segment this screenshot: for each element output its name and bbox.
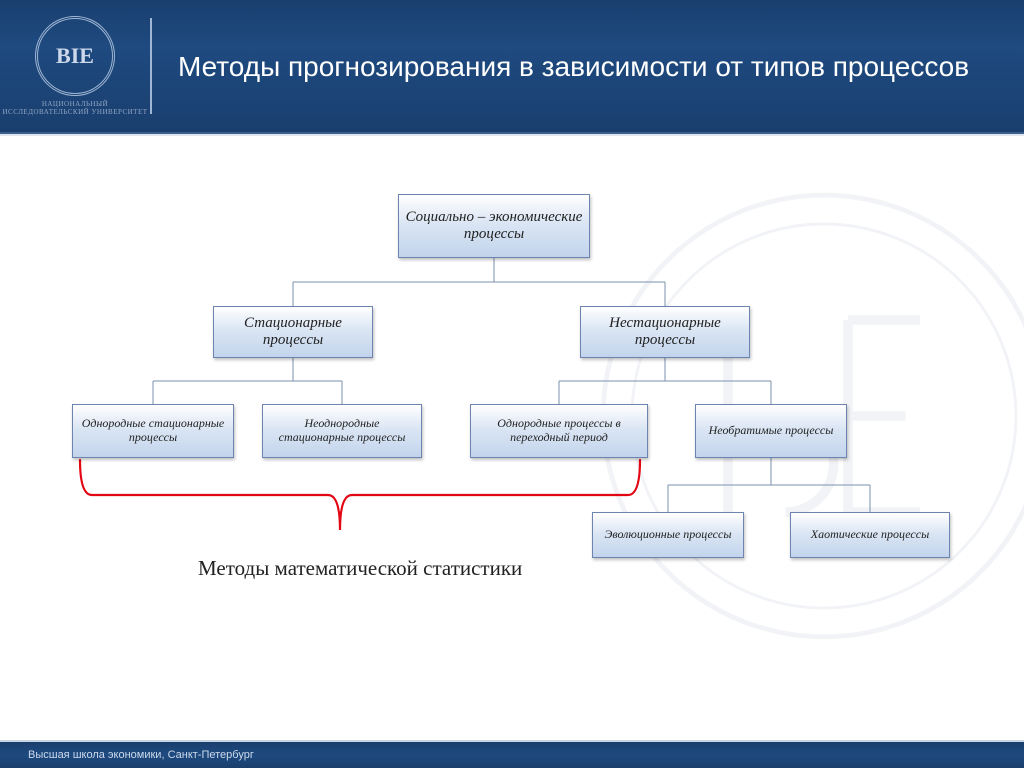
logo-letters: BIE bbox=[56, 43, 94, 69]
node-stat: Стационарные процессы bbox=[213, 306, 373, 358]
header-bar: BIE НАЦИОНАЛЬНЫЙ ИССЛЕДОВАТЕЛЬСКИЙ УНИВЕ… bbox=[0, 0, 1024, 132]
node-irrev: Необратимые процессы bbox=[695, 404, 847, 458]
node-hom: Однородные стационарные процессы bbox=[72, 404, 234, 458]
node-chaos: Хаотические процессы bbox=[790, 512, 950, 558]
node-trans: Однородные процессы в переходный период bbox=[470, 404, 648, 458]
annotation-label: Методы математической статистики bbox=[198, 556, 522, 581]
footer-text: Высшая школа экономики, Санкт-Петербург bbox=[28, 749, 254, 761]
brace-group bbox=[80, 460, 640, 530]
node-evol: Эволюционные процессы bbox=[592, 512, 744, 558]
title-zone: Методы прогнозирования в зависимости от … bbox=[152, 0, 1024, 132]
diagram-canvas: Социально – экономические процессы Стацио… bbox=[0, 136, 1024, 736]
footer-bar: Высшая школа экономики, Санкт-Петербург bbox=[0, 742, 1024, 768]
node-nstat: Нестационарные процессы bbox=[580, 306, 750, 358]
node-root: Социально – экономические процессы bbox=[398, 194, 590, 258]
annotation-text: Методы математической статистики bbox=[198, 556, 522, 580]
page-title: Методы прогнозирования в зависимости от … bbox=[178, 49, 969, 84]
node-het: Неоднородные стационарные процессы bbox=[262, 404, 422, 458]
logo-caption: НАЦИОНАЛЬНЫЙ ИССЛЕДОВАТЕЛЬСКИЙ УНИВЕРСИТ… bbox=[0, 100, 150, 117]
tree-connectors bbox=[153, 258, 870, 512]
logo-zone: BIE НАЦИОНАЛЬНЫЙ ИССЛЕДОВАТЕЛЬСКИЙ УНИВЕ… bbox=[0, 0, 150, 132]
hse-logo: BIE bbox=[35, 16, 115, 96]
